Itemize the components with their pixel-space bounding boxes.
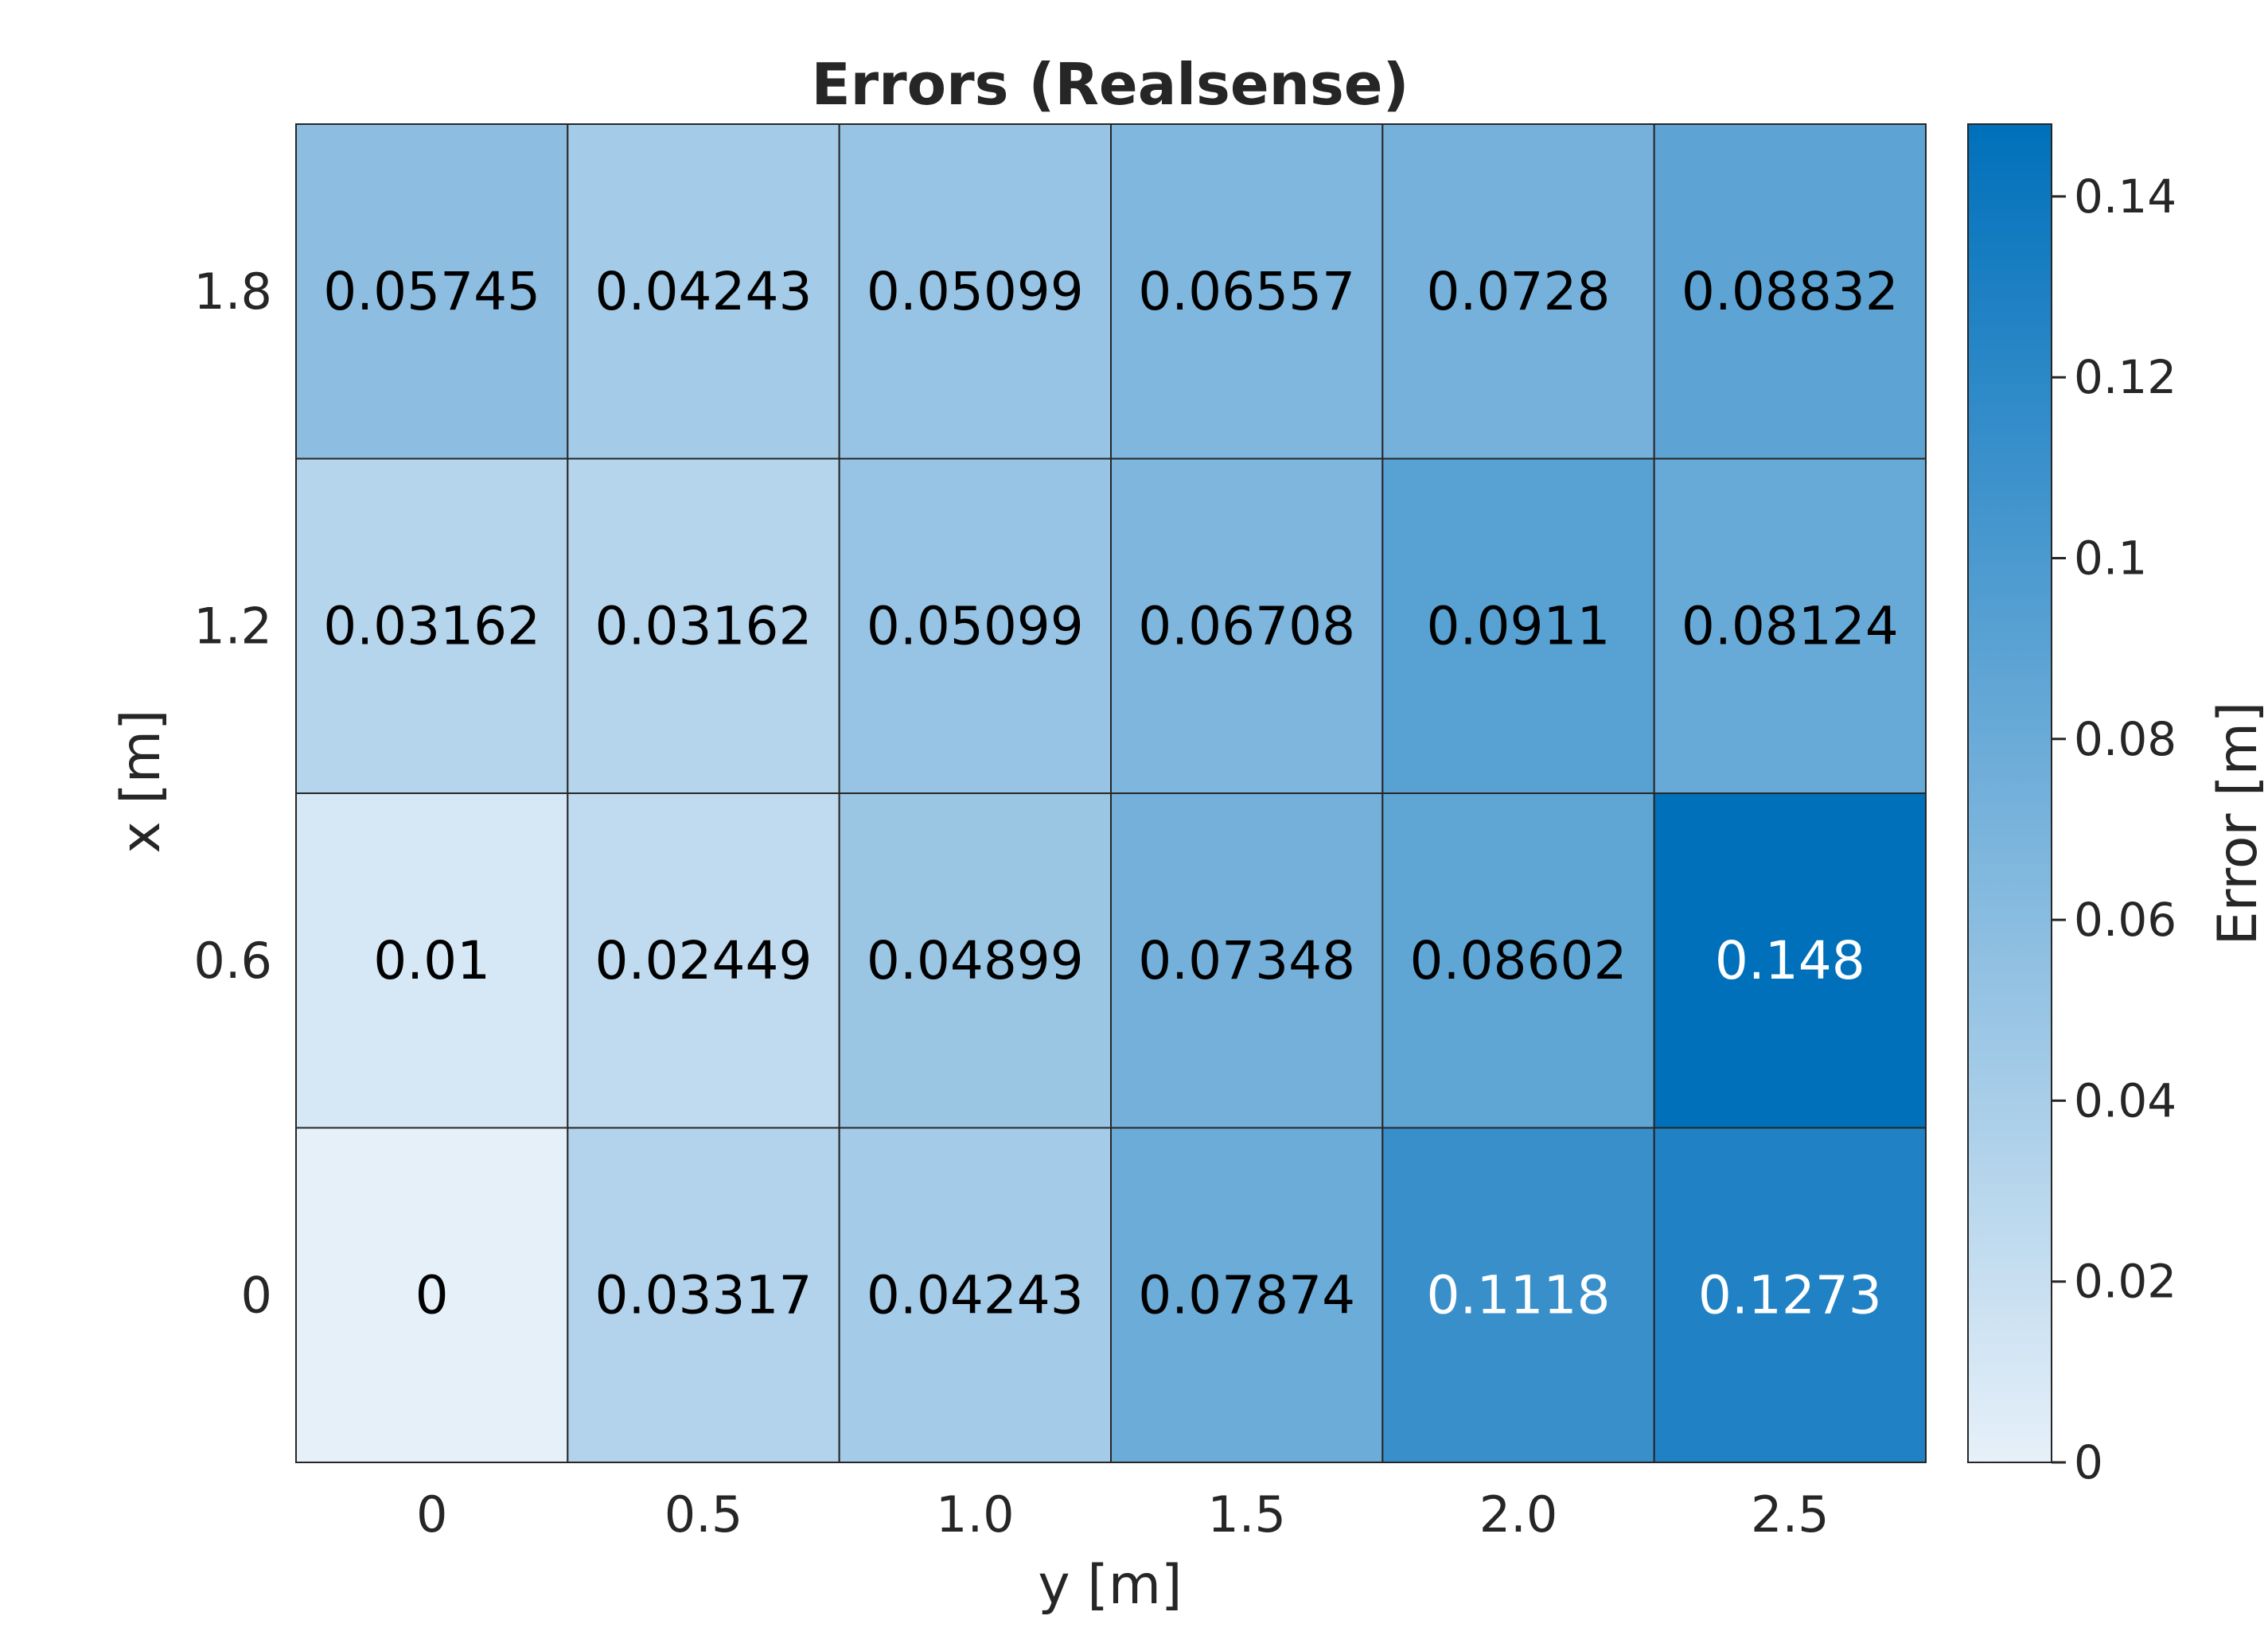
colorbar-ticks: 0 0.02 0.04 0.06 0.08 0.1 0.12 0.14 (2052, 169, 2176, 1489)
heatmap-cell (1653, 457, 1927, 794)
y-tick-label: 0 (241, 1266, 272, 1324)
cell-value-label: 0.08832 (1682, 261, 1899, 322)
x-tick-label: 1.0 (936, 1485, 1015, 1544)
cell-value-label: 0.1273 (1698, 1264, 1882, 1326)
colorbar-tick-label: 0.14 (2074, 169, 2176, 224)
chart-title: Errors (Realsense) (811, 51, 1409, 118)
colorbar-tick-label: 0.12 (2074, 350, 2176, 404)
heatmap-cell (1110, 123, 1384, 460)
colorbar-tick-label: 0.08 (2074, 712, 2176, 766)
heatmap-cell (1653, 792, 1927, 1129)
cell-value-label: 0.05099 (867, 595, 1084, 656)
cell-value-label: 0.06557 (1138, 261, 1355, 322)
x-tick-label: 0 (416, 1485, 447, 1544)
heatmap-cell (1381, 457, 1655, 794)
cell-value-label: 0.04243 (867, 1264, 1084, 1326)
colorbar-tick-label: 0.06 (2074, 893, 2176, 947)
cell-value-label: 0 (415, 1264, 449, 1326)
x-axis-ticks: 0 0.5 1.0 1.5 2.0 2.5 (416, 1485, 1830, 1544)
heatmap-cell (295, 457, 569, 794)
x-axis-label: y [m] (1038, 1554, 1182, 1617)
colorbar-label: Error [m] (2207, 702, 2268, 946)
heatmap-cell (567, 792, 840, 1129)
x-tick-label: 2.5 (1751, 1485, 1830, 1544)
colorbar-tick-label: 0.02 (2074, 1255, 2176, 1309)
colorbar-tick-label: 0.1 (2074, 531, 2147, 586)
heatmap-cell (838, 792, 1112, 1129)
cell-value-label: 0.04899 (867, 930, 1084, 991)
heatmap-cell (1381, 123, 1655, 460)
y-tick-label: 1.2 (193, 597, 272, 655)
y-tick-label: 0.6 (193, 932, 272, 990)
cell-value-label: 0.08124 (1682, 595, 1899, 656)
heatmap-cell (567, 1127, 840, 1463)
cell-value-label: 0.08602 (1410, 930, 1627, 991)
y-axis-ticks: 0 0.6 1.2 1.8 (193, 263, 272, 1325)
heatmap-cell (1110, 457, 1384, 794)
heatmap-cell (1110, 1127, 1384, 1463)
y-axis-label: x [m] (110, 709, 173, 853)
cell-value-label: 0.0911 (1427, 595, 1611, 656)
x-tick-label: 1.5 (1207, 1485, 1286, 1544)
cell-value-label: 0.148 (1715, 930, 1865, 991)
cell-value-label: 0.03162 (323, 595, 540, 656)
cell-value-label: 0.05099 (867, 261, 1084, 322)
colorbar (1967, 123, 2052, 1463)
heatmap-cell (838, 457, 1112, 794)
heatmap-cell (1653, 123, 1927, 460)
x-tick-label: 0.5 (664, 1485, 743, 1544)
heatmap-cell (1110, 792, 1384, 1129)
cell-value-label: 0.06708 (1138, 595, 1355, 656)
cell-value-label: 0.07348 (1138, 930, 1355, 991)
heatmap-cells (295, 123, 1927, 1463)
cell-value-label: 0.05745 (323, 261, 540, 322)
cell-value-label: 0.1118 (1427, 1264, 1611, 1326)
heatmap-cell-labels: 0 0.03317 0.04243 0.07874 0.1118 0.1273 0.01 0.… (323, 261, 1899, 1326)
heatmap-cell (567, 123, 840, 460)
heatmap-cell (295, 123, 569, 460)
cell-value-label: 0.02449 (595, 930, 813, 991)
cell-value-label: 0.07874 (1138, 1264, 1355, 1326)
heatmap-cell (295, 1127, 569, 1463)
heatmap-cell (1381, 1127, 1655, 1463)
cell-value-label: 0.0728 (1427, 261, 1611, 322)
heatmap-cell (838, 123, 1112, 460)
colorbar-tick-label: 0.04 (2074, 1073, 2176, 1127)
heatmap-cell (1653, 1127, 1927, 1463)
cell-value-label: 0.01 (373, 930, 490, 991)
cell-value-label: 0.03162 (595, 595, 813, 656)
colorbar-tick-label: 0 (2074, 1435, 2103, 1489)
cell-value-label: 0.03317 (595, 1264, 813, 1326)
y-tick-label: 1.8 (193, 263, 272, 321)
cell-value-label: 0.04243 (595, 261, 813, 322)
x-tick-label: 2.0 (1479, 1485, 1558, 1544)
heatmap-cell (295, 792, 569, 1129)
